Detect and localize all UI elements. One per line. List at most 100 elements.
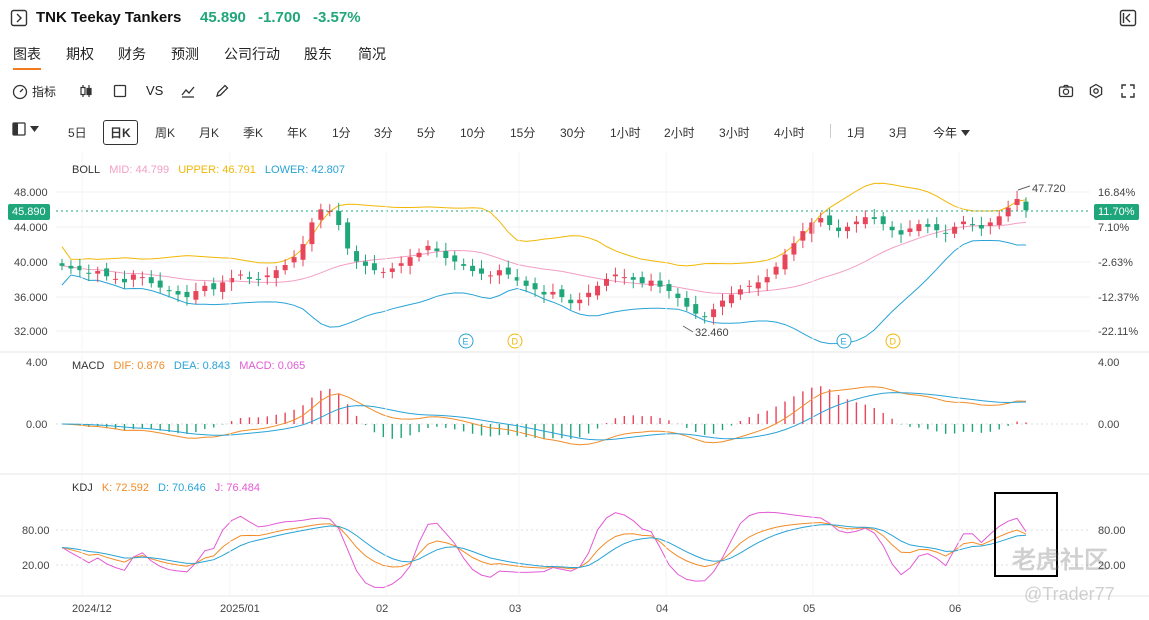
draw-tool-button[interactable] (214, 83, 230, 99)
line-chart-icon (181, 86, 195, 98)
candle-body (104, 268, 110, 277)
candle-body (175, 291, 181, 295)
period-10min[interactable]: 10分 (460, 126, 486, 140)
layout-icon (12, 122, 26, 136)
event-marker-label: E (463, 337, 469, 347)
back-icon[interactable] (10, 9, 28, 27)
candle-body (809, 222, 815, 234)
fullscreen-icon (1121, 84, 1135, 98)
settings-button[interactable] (1088, 83, 1104, 99)
kdj-k-line (61, 521, 1027, 570)
candle-body (836, 227, 842, 232)
date-axis-label: 05 (803, 603, 815, 615)
gauge-icon (12, 84, 28, 99)
period-1min[interactable]: 1分 (332, 126, 351, 140)
boll-upper-line (61, 182, 1027, 267)
candle-body (907, 228, 913, 232)
stock-chart[interactable]: 48.000 44.000 40.000 36.000 32.000 16.84% 7.10… (0, 152, 1149, 620)
candle-body (800, 231, 806, 241)
candle-body (318, 209, 324, 220)
period-3h[interactable]: 3小时 (719, 126, 750, 140)
candle-body (541, 291, 547, 295)
tab-chart[interactable]: 图表 (13, 46, 41, 70)
candle-body (523, 280, 529, 286)
tab-shareholders[interactable]: 股东 (304, 46, 332, 62)
period-1m[interactable]: 1月 (847, 126, 866, 140)
screenshot-button[interactable] (1058, 83, 1074, 99)
candle-body (737, 289, 743, 295)
event-marker-label: E (841, 337, 847, 347)
candle-body (532, 283, 538, 290)
macd-dea-line (61, 392, 1027, 441)
tab-corporate-actions[interactable]: 公司行动 (224, 46, 280, 62)
candle-body (479, 268, 485, 274)
period-3m[interactable]: 3月 (889, 126, 908, 140)
candle-body (675, 293, 681, 298)
candle-body (720, 300, 726, 307)
date-axis-label: 02 (376, 603, 388, 615)
period-daily[interactable]: 日K (103, 120, 138, 145)
candle-body (889, 226, 895, 231)
period-5d[interactable]: 5日 (68, 126, 87, 140)
boll-mid: MID: 44.799 (109, 164, 170, 176)
collapse-panel-icon[interactable] (1119, 9, 1137, 27)
candle-body (184, 291, 190, 298)
date-axis-label: 2025/01 (220, 603, 260, 615)
fullscreen-button[interactable] (1120, 83, 1136, 99)
candle-body (354, 251, 360, 262)
candle-body (470, 265, 476, 272)
candlestick-icon (80, 85, 92, 97)
candle-body (764, 277, 770, 283)
candle-body (345, 222, 351, 249)
candle-body (693, 304, 699, 314)
candle-body (86, 272, 92, 274)
candle-body (862, 217, 868, 225)
period-3min[interactable]: 3分 (374, 126, 393, 140)
period-yearly[interactable]: 年K (287, 126, 308, 140)
candle-type-button[interactable] (78, 83, 94, 99)
kdj-axis-label: 20.00 (22, 560, 50, 572)
candle-body (434, 248, 440, 252)
low-marker-line (682, 325, 694, 333)
kdj-k: K: 72.592 (101, 482, 149, 494)
candle-body (300, 244, 306, 260)
candle-body (220, 282, 226, 292)
period-30min[interactable]: 30分 (560, 126, 586, 140)
candle-body (398, 263, 404, 266)
candle-body (746, 285, 752, 287)
high-price-label: 47.720 (1032, 183, 1066, 195)
tab-financials[interactable]: 财务 (118, 46, 146, 62)
candle-body (621, 277, 627, 279)
indicator-button[interactable]: 指标 (12, 83, 56, 100)
draw-rectangle-button[interactable] (112, 83, 128, 99)
candle-body (282, 264, 288, 271)
candle-body (496, 270, 502, 276)
period-ytd-dropdown[interactable]: 今年 (933, 124, 971, 141)
period-bar: 5日 日K 周K 月K 季K 年K 1分 3分 5分 10分 15分 30分 1… (0, 118, 1149, 145)
period-4h[interactable]: 4小时 (774, 126, 805, 140)
kdj-label: KDJ (72, 482, 93, 494)
price-axis-label: 40.000 (14, 257, 48, 269)
period-2h[interactable]: 2小时 (664, 126, 695, 140)
current-price-tag: 45.890 (8, 204, 50, 220)
candle-body (238, 274, 244, 276)
compare-button[interactable]: VS (146, 83, 164, 98)
candle-body (1005, 207, 1011, 217)
macd-axis-label-right: 4.00 (1098, 357, 1119, 369)
period-monthly[interactable]: 月K (199, 126, 220, 140)
price-axis-label: 32.000 (14, 326, 48, 338)
chart-style-button[interactable] (180, 83, 196, 99)
tab-forecast[interactable]: 预测 (171, 46, 199, 62)
period-weekly[interactable]: 周K (155, 126, 176, 140)
period-quarterly[interactable]: 季K (243, 126, 264, 140)
camera-icon (1058, 84, 1074, 98)
tab-profile[interactable]: 简况 (358, 46, 386, 62)
gear-icon (1089, 83, 1103, 99)
tab-options[interactable]: 期权 (66, 46, 94, 62)
layout-menu[interactable] (12, 122, 39, 136)
period-15min[interactable]: 15分 (510, 126, 536, 140)
period-5min[interactable]: 5分 (417, 126, 436, 140)
candle-body (657, 280, 663, 287)
period-1h[interactable]: 1小时 (610, 126, 641, 140)
event-marker (836, 333, 852, 349)
